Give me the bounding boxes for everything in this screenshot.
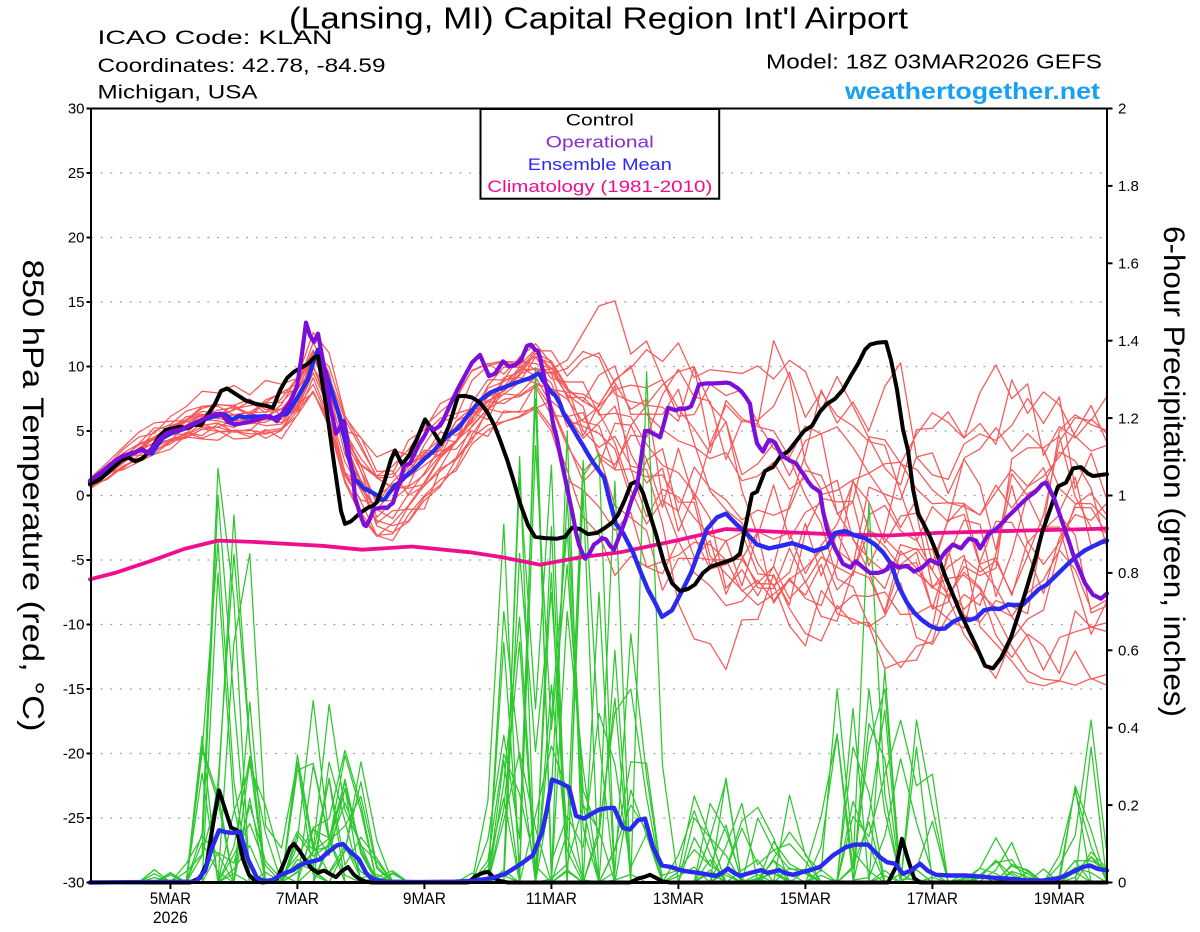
svg-text:25: 25	[68, 165, 85, 182]
svg-text:5MAR: 5MAR	[150, 889, 191, 908]
svg-text:(Lansing, MI) Capital Region I: (Lansing, MI) Capital Region Int'l Airpo…	[289, 1, 908, 36]
svg-text:10: 10	[68, 359, 85, 376]
svg-text:1: 1	[1118, 488, 1126, 505]
svg-text:Climatology (1981-2010): Climatology (1981-2010)	[487, 177, 712, 196]
svg-text:2: 2	[1118, 101, 1126, 118]
svg-text:850 hPa Temperature (red, °C): 850 hPa Temperature (red, °C)	[16, 260, 49, 732]
svg-text:20: 20	[68, 230, 85, 247]
svg-text:2026: 2026	[153, 908, 188, 927]
svg-text:1.2: 1.2	[1118, 410, 1139, 427]
svg-text:17MAR: 17MAR	[907, 889, 958, 908]
svg-text:0.2: 0.2	[1118, 797, 1139, 814]
svg-text:-5: -5	[71, 552, 84, 569]
svg-text:0: 0	[76, 488, 84, 505]
svg-text:5: 5	[76, 423, 84, 440]
svg-text:Control: Control	[566, 110, 634, 129]
svg-text:ICAO Code: KLAN: ICAO Code: KLAN	[98, 28, 333, 49]
svg-text:Model: 18Z 03MAR2026 GEFS: Model: 18Z 03MAR2026 GEFS	[766, 52, 1102, 74]
svg-text:0: 0	[1118, 875, 1126, 892]
svg-text:6-hour Precipitation (green, i: 6-hour Precipitation (green, inches)	[1157, 226, 1190, 717]
svg-text:19MAR: 19MAR	[1034, 889, 1085, 908]
svg-text:-10: -10	[63, 617, 85, 634]
svg-text:30: 30	[68, 101, 85, 118]
svg-text:1.6: 1.6	[1118, 256, 1139, 273]
svg-text:-20: -20	[63, 746, 85, 763]
svg-text:15MAR: 15MAR	[780, 889, 831, 908]
svg-text:1.4: 1.4	[1118, 333, 1139, 350]
svg-text:0.8: 0.8	[1118, 565, 1139, 582]
svg-text:15: 15	[68, 294, 85, 311]
svg-text:-25: -25	[63, 810, 85, 827]
svg-text:13MAR: 13MAR	[653, 889, 704, 908]
svg-text:Coordinates: 42.78, -84.59: Coordinates: 42.78, -84.59	[98, 56, 386, 77]
svg-text:0.6: 0.6	[1118, 643, 1139, 660]
svg-text:-15: -15	[63, 681, 85, 698]
svg-text:11MAR: 11MAR	[526, 889, 577, 908]
svg-text:7MAR: 7MAR	[276, 889, 319, 908]
svg-text:0.4: 0.4	[1118, 720, 1139, 737]
svg-text:-30: -30	[63, 875, 85, 892]
svg-text:Ensemble Mean: Ensemble Mean	[528, 155, 672, 174]
svg-text:9MAR: 9MAR	[403, 889, 446, 908]
svg-text:1.8: 1.8	[1118, 178, 1139, 195]
svg-text:weathertogether.net: weathertogether.net	[844, 78, 1101, 104]
svg-text:Operational: Operational	[546, 133, 654, 152]
svg-text:Michigan, USA: Michigan, USA	[98, 83, 258, 104]
